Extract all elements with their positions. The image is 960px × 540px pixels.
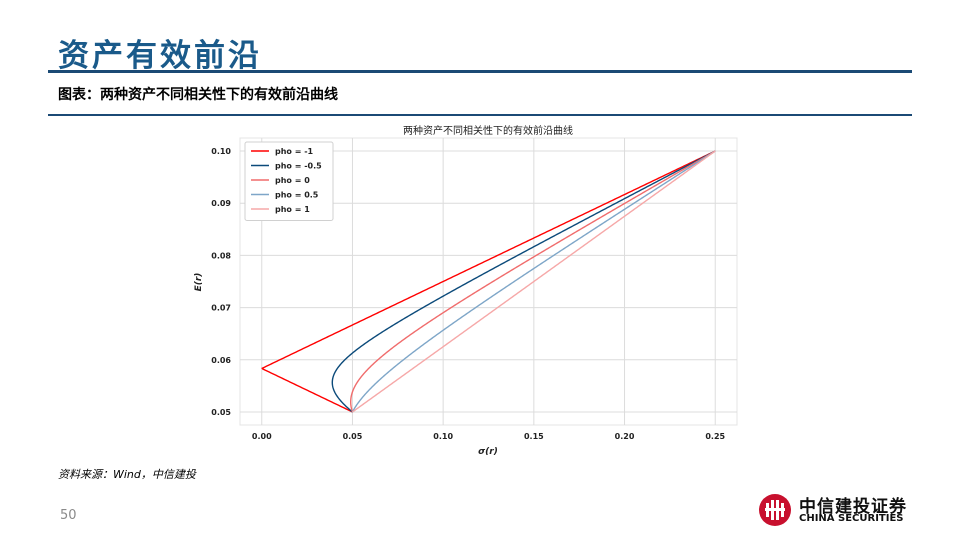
legend-label: pho = 0 [275,176,310,185]
caption-divider [48,114,912,116]
y-tick-label: 0.05 [211,408,231,417]
y-tick-label: 0.08 [211,251,231,260]
legend-label: pho = 0.5 [275,191,319,200]
axis-ticks: 0.00 0.05 0.10 0.15 0.20 0.25 0.05 0.06 0.07 0.08… [211,147,725,441]
x-axis-label: σ(r) [478,447,498,457]
data-source-note: 资料来源：Wind，中信建投 [58,468,196,481]
x-tick-label: 0.15 [524,432,544,441]
x-tick-label: 0.00 [252,432,272,441]
legend-label: pho = -1 [275,147,314,156]
slide-title: 资产有效前沿 [58,38,262,74]
title-divider [48,70,912,73]
x-tick-label: 0.25 [705,432,725,441]
y-tick-label: 0.09 [211,199,231,208]
legend-label: pho = 1 [275,205,310,214]
figure-caption: 图表：两种资产不同相关性下的有效前沿曲线 [58,87,338,103]
series-lines [261,150,716,413]
y-tick-label: 0.06 [211,356,231,365]
efficient-frontier-chart: 0.00 0.05 0.10 0.15 0.20 0.25 0.05 0.06 0.07 0.08… [194,124,738,457]
company-name-en: CHINA SECURITIES [799,513,904,524]
y-tick-label: 0.07 [211,304,231,313]
series-line-2 [349,150,716,413]
x-tick-label: 0.10 [433,432,453,441]
y-axis-label: E(r) [194,273,204,292]
series-line-4 [352,150,716,413]
legend-box [244,141,334,221]
page-number: 50 [60,508,77,523]
series-line-0 [261,150,716,413]
company-logo: 中信建投证券 CHINA SECURITIES [757,492,927,528]
series-line-3 [351,150,716,413]
chart-legend: pho = -1 pho = -0.5 pho = 0 pho = 0.5 pho = … [244,141,334,221]
series-line-1 [331,150,716,413]
chart-title: 两种资产不同相关性下的有效前沿曲线 [403,124,573,137]
company-name-cn: 中信建投证券 [799,497,907,517]
y-tick-label: 0.10 [211,147,231,156]
legend-label: pho = -0.5 [275,162,322,171]
x-tick-label: 0.05 [343,432,363,441]
company-logo-mark-icon [759,494,791,526]
x-tick-label: 0.20 [615,432,635,441]
